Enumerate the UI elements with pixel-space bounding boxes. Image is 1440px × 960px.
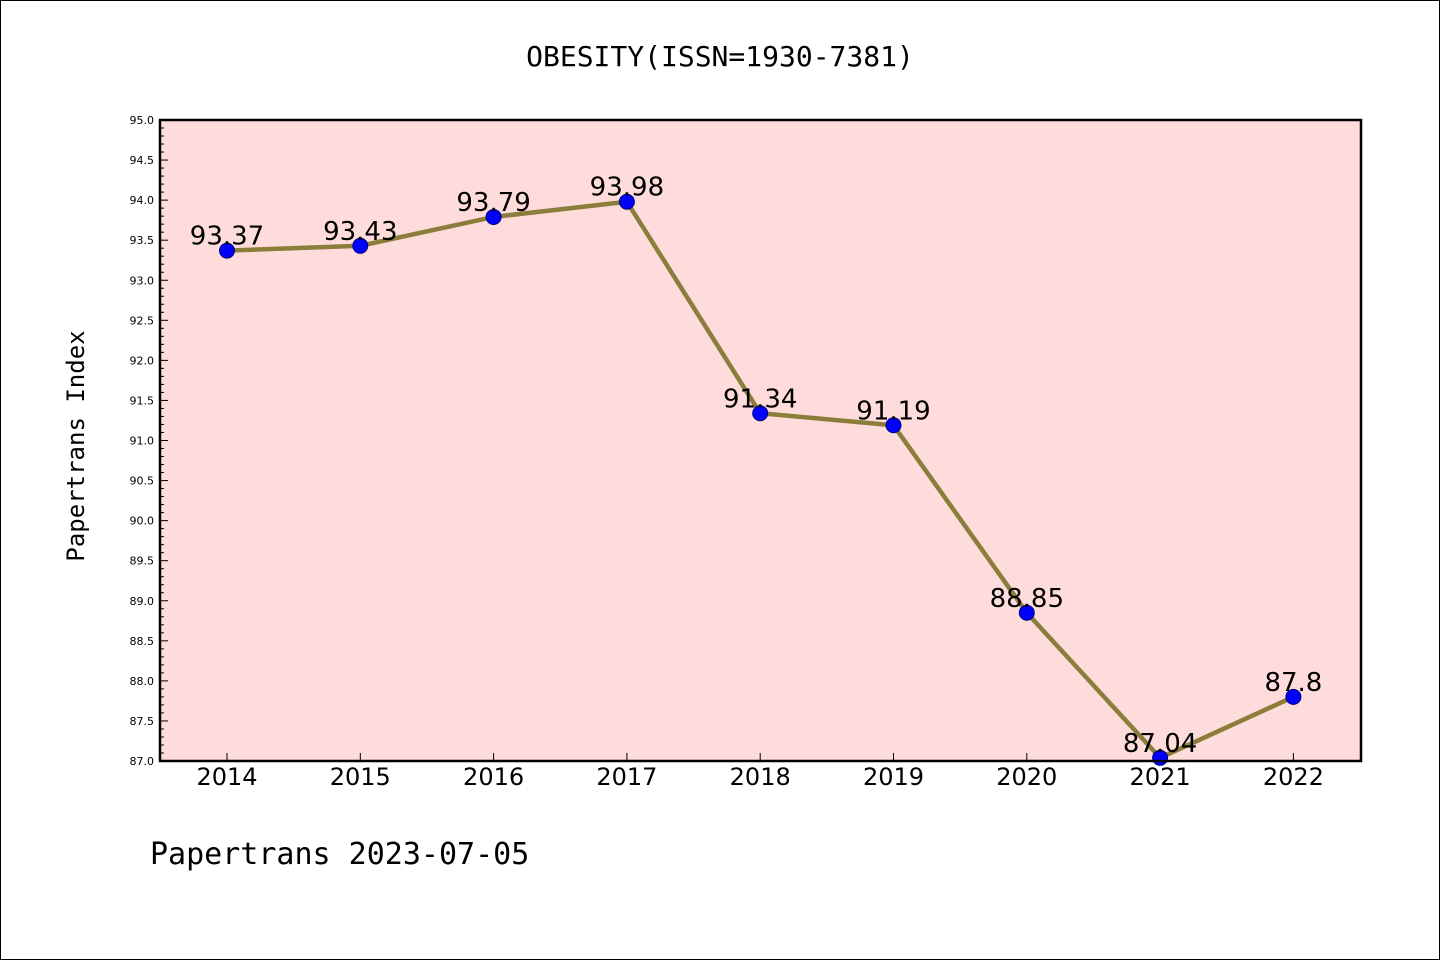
y-tick-label: 89.0 [130,595,155,608]
y-tick-label: 93.0 [130,274,155,287]
x-tick-label: 2014 [196,763,257,791]
x-tick-label: 2021 [1130,763,1191,791]
x-tick-label: 2022 [1263,763,1324,791]
footer-credit: Papertrans 2023-07-05 [150,837,529,872]
y-tick-label: 88.0 [130,675,155,688]
data-label: 93.37 [190,222,264,252]
data-point [618,193,635,210]
data-label: 91.19 [856,396,930,426]
data-point [1285,688,1302,705]
plot-border [158,118,1363,763]
data-point [752,405,769,422]
y-tick-label: 92.5 [130,314,155,327]
x-tick-label: 2017 [596,763,657,791]
data-point [485,208,502,225]
data-point [885,417,902,434]
x-axis-ticks: 2014 2015 2016 2017 2018 2019 2020 2021 2022 [196,753,1324,791]
x-tick-label: 2016 [463,763,524,791]
y-tick-label: 93.5 [130,234,155,247]
y-tick-label: 87.0 [130,755,155,768]
y-tick-label: 94.0 [130,194,155,207]
y-tick-label: 90.0 [130,515,155,528]
data-label: 93.43 [323,217,397,247]
y-tick-label: 92.0 [130,354,155,367]
data-point [1018,604,1035,621]
x-tick-label: 2020 [996,763,1057,791]
y-axis-ticks: 87.0 87.5 88.0 88.5 89.0 89.5 90.0 90.5 91.0 91.5… [130,114,168,768]
data-label: 88.85 [990,584,1064,614]
data-point [219,242,235,259]
y-tick-label: 87.5 [130,715,155,728]
y-axis-label: Papertrans Index [62,330,90,561]
y-tick-label: 95.0 [130,114,155,127]
data-label: 91.34 [723,384,797,414]
x-tick-label: 2019 [863,763,924,791]
x-tick-label: 2015 [330,763,391,791]
plot-area [160,120,1361,761]
y-tick-label: 91.5 [130,394,155,407]
chart-title: OBESITY(ISSN=1930-7381) [526,40,914,73]
y-tick-label: 94.5 [130,154,155,167]
y-tick-label: 89.5 [130,555,155,568]
data-label: 93.98 [590,173,664,203]
data-label: 87.04 [1123,729,1197,759]
y-tick-label: 91.0 [130,435,155,448]
data-label: 93.79 [456,188,530,218]
series-layer: 93.37 93.43 93.79 93.98 91.34 91.19 88.85 87.04… [190,173,1322,766]
y-tick-label: 90.5 [130,475,155,488]
data-label: 87.8 [1264,668,1322,698]
y-tick-label: 88.5 [130,635,155,648]
data-point [352,237,369,254]
x-tick-label: 2018 [730,763,791,791]
